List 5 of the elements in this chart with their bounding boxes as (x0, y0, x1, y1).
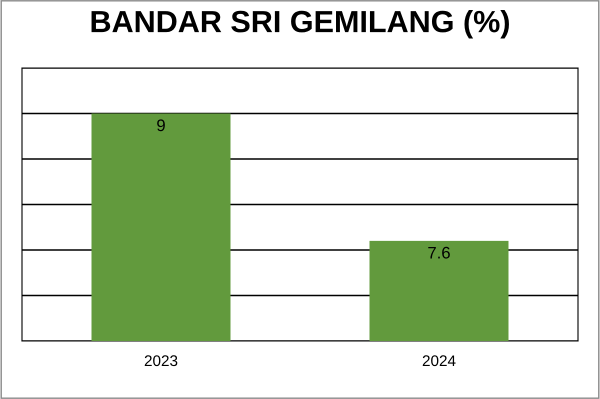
data-label: 7.6 (428, 246, 450, 259)
data-label: 9 (157, 119, 165, 132)
x-tick-label: 2023 (144, 355, 178, 366)
chart-title: BANDAR SRI GEMILANG (%) (92, 10, 509, 38)
x-tick-label: 2024 (422, 355, 456, 366)
